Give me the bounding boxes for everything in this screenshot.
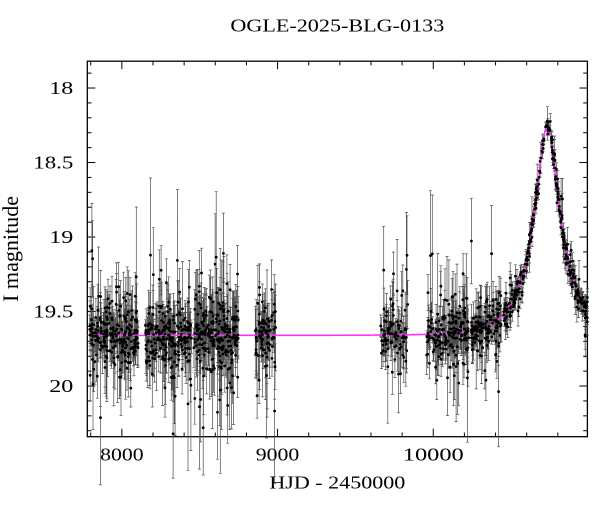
svg-text:I magnitude: I magnitude bbox=[0, 196, 23, 302]
svg-text:18: 18 bbox=[49, 78, 73, 98]
svg-text:18.5: 18.5 bbox=[33, 153, 73, 173]
svg-text:8000: 8000 bbox=[100, 445, 144, 465]
svg-text:HJD - 2450000: HJD - 2450000 bbox=[269, 473, 405, 493]
svg-text:OGLE-2025-BLG-0133: OGLE-2025-BLG-0133 bbox=[230, 16, 444, 36]
svg-text:9000: 9000 bbox=[256, 445, 300, 465]
svg-text:10000: 10000 bbox=[403, 445, 464, 465]
svg-text:19.5: 19.5 bbox=[33, 302, 73, 322]
svg-text:19: 19 bbox=[49, 227, 73, 247]
svg-text:20: 20 bbox=[49, 376, 73, 396]
